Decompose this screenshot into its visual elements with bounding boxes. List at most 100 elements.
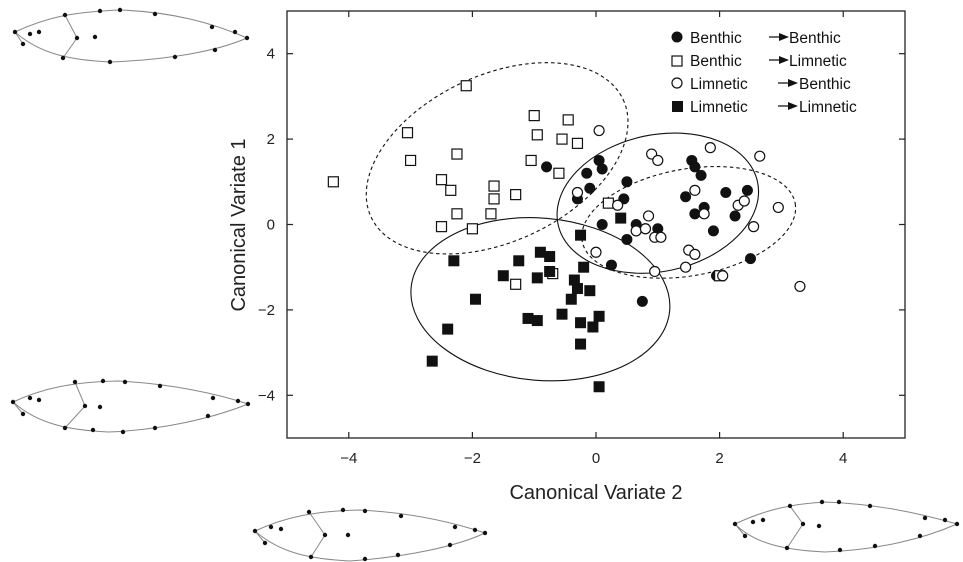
legend-to-label: Limnetic <box>789 53 847 70</box>
point-benthic-benthic <box>636 295 648 307</box>
y-tick-label: 2 <box>267 131 275 148</box>
legend-from-label: Limnetic <box>690 99 748 116</box>
ellipse-layer <box>365 62 797 382</box>
legend-marker-open-circle <box>671 77 683 89</box>
point-benthic-benthic <box>689 161 701 173</box>
point-benthic-limnetic <box>488 193 500 205</box>
legend-from-label: Limnetic <box>690 76 748 93</box>
legend-item: Limnetic Benthic <box>671 76 851 93</box>
legend-to-label: Benthic <box>799 76 851 93</box>
x-axis-title: Canonical Variate 2 <box>509 482 682 504</box>
y-tick-label: −2 <box>258 302 275 319</box>
point-limnetic-benthic <box>639 223 652 235</box>
point-limnetic-benthic <box>754 150 766 162</box>
point-limnetic-benthic <box>689 184 701 196</box>
point-benthic-benthic <box>695 169 707 181</box>
point-benthic-limnetic <box>327 176 339 188</box>
legend: Benthic Benthic Benthic Limnetic Limneti… <box>671 30 857 116</box>
legend-item: Limnetic Limnetic <box>672 99 857 116</box>
y-axis-title: Canonical Variate 1 <box>228 138 250 311</box>
point-limnetic-benthic <box>612 199 624 211</box>
legend-marker-open-square <box>671 55 683 67</box>
point-limnetic-benthic <box>747 221 760 233</box>
point-limnetic-limnetic <box>587 321 599 333</box>
point-benthic-limnetic <box>435 174 448 186</box>
x-tick-label: 2 <box>715 450 723 467</box>
point-benthic-limnetic <box>445 184 457 196</box>
legend-from-label: Benthic <box>690 53 742 70</box>
y-tick-label: 0 <box>267 217 275 234</box>
legend-from-label: Benthic <box>690 30 742 47</box>
arrow-icon <box>778 102 798 110</box>
fish-shape-middle-left <box>10 378 251 435</box>
point-benthic-benthic <box>741 184 753 196</box>
point-benthic-limnetic <box>602 197 614 209</box>
point-limnetic-benthic <box>704 142 716 154</box>
point-benthic-benthic <box>720 186 732 198</box>
point-limnetic-benthic <box>655 231 667 243</box>
y-tick-label: 4 <box>267 46 275 63</box>
point-limnetic-benthic <box>649 265 661 278</box>
point-benthic-limnetic <box>553 167 565 179</box>
point-limnetic-limnetic <box>556 308 568 320</box>
legend-to-label: Benthic <box>789 30 841 47</box>
point-limnetic-benthic <box>593 124 605 137</box>
point-benthic-limnetic <box>435 221 448 233</box>
point-limnetic-limnetic <box>531 315 543 327</box>
point-benthic-benthic <box>593 154 605 166</box>
point-benthic-limnetic <box>528 110 540 122</box>
point-limnetic-limnetic <box>522 312 534 324</box>
point-benthic-benthic <box>541 161 553 173</box>
point-benthic-benthic <box>707 225 719 237</box>
point-benthic-limnetic <box>485 208 497 220</box>
point-benthic-limnetic <box>571 137 584 149</box>
point-benthic-benthic <box>596 219 608 230</box>
point-benthic-limnetic <box>460 80 472 92</box>
point-limnetic-limnetic <box>578 261 590 273</box>
y-tick-label: −4 <box>258 387 275 404</box>
point-limnetic-limnetic <box>544 251 556 263</box>
point-limnetic-limnetic <box>565 293 577 305</box>
point-limnetic-limnetic <box>531 272 543 284</box>
dashed-ellipse <box>365 62 629 255</box>
point-limnetic-limnetic <box>584 285 596 297</box>
point-benthic-limnetic <box>405 154 417 167</box>
arrow-icon <box>769 56 789 64</box>
point-limnetic-benthic <box>680 261 692 273</box>
point-limnetic-limnetic <box>426 355 438 367</box>
point-limnetic-limnetic <box>575 317 587 329</box>
point-limnetic-benthic <box>794 280 806 293</box>
point-benthic-limnetic <box>510 278 522 290</box>
point-benthic-limnetic <box>466 223 478 235</box>
point-benthic-benthic <box>680 191 692 203</box>
legend-item: Benthic Limnetic <box>671 53 847 70</box>
point-limnetic-limnetic <box>497 270 509 282</box>
dashed-ellipse <box>581 165 797 279</box>
point-benthic-limnetic <box>525 154 537 167</box>
point-limnetic-benthic <box>652 154 664 167</box>
point-benthic-benthic <box>652 223 664 235</box>
point-benthic-benthic <box>596 163 608 175</box>
x-tick-label: 0 <box>592 450 600 467</box>
arrow-icon <box>769 33 789 41</box>
point-limnetic-benthic <box>689 248 701 260</box>
point-limnetic-limnetic <box>448 255 460 267</box>
x-tick-label: 4 <box>839 450 847 467</box>
point-limnetic-benthic <box>717 270 729 282</box>
point-limnetic-limnetic <box>513 255 525 267</box>
point-limnetic-limnetic <box>544 265 556 277</box>
point-limnetic-limnetic <box>571 283 583 295</box>
point-benthic-limnetic <box>531 129 543 141</box>
x-tick-label: −4 <box>340 450 357 467</box>
legend-marker-filled-circle <box>671 31 683 43</box>
tick-layer: −4 −2 0 2 4 −4 −2 0 2 4 <box>258 11 905 467</box>
point-benthic-limnetic <box>401 127 414 139</box>
point-limnetic-limnetic <box>568 274 580 286</box>
point-limnetic-benthic <box>642 210 655 222</box>
point-benthic-limnetic <box>510 189 522 201</box>
point-benthic-limnetic <box>488 180 500 192</box>
point-limnetic-benthic <box>772 201 784 214</box>
point-benthic-limnetic <box>451 148 463 160</box>
point-limnetic-benthic <box>571 186 584 199</box>
